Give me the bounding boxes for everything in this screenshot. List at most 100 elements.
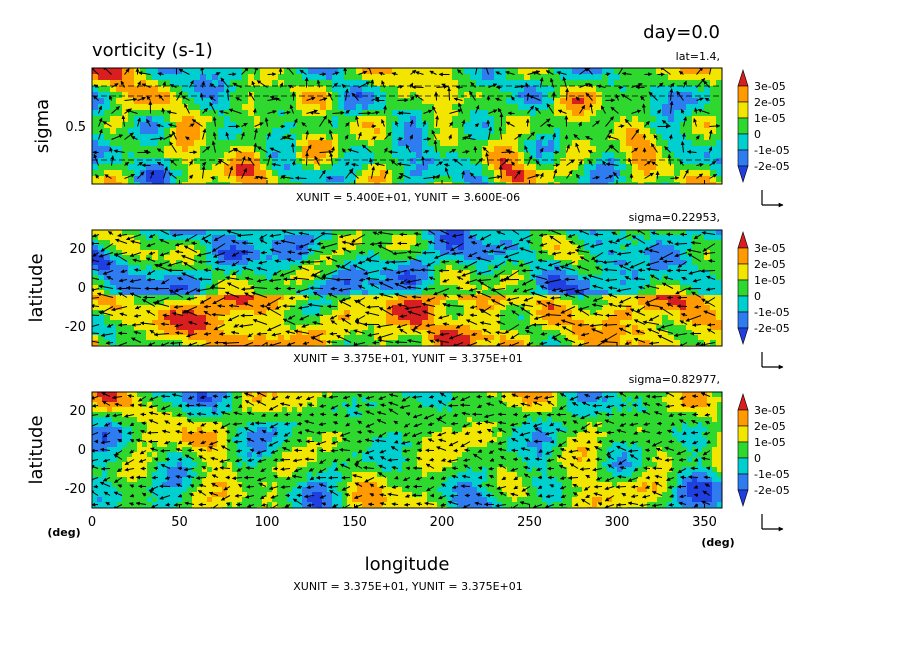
vorticity-cell: [152, 170, 159, 177]
vorticity-cell: [272, 300, 279, 306]
vorticity-cell: [206, 122, 213, 129]
vorticity-cell: [578, 290, 585, 296]
vorticity-cell: [230, 300, 237, 306]
vorticity-cell: [632, 265, 639, 271]
vorticity-cell: [494, 122, 501, 129]
vorticity-cell: [242, 176, 249, 183]
vorticity-cell: [212, 158, 219, 165]
vorticity-cell: [650, 335, 657, 341]
vorticity-cell: [542, 140, 549, 147]
wind-vector: [102, 121, 112, 127]
vorticity-cell: [188, 290, 195, 296]
vorticity-cell: [206, 260, 213, 266]
vorticity-cell: [302, 230, 309, 236]
vorticity-cell: [278, 176, 285, 183]
vorticity-cell: [248, 110, 255, 117]
vorticity-cell: [638, 270, 645, 276]
vorticity-cell: [716, 104, 722, 111]
vorticity-cell: [236, 182, 243, 184]
vorticity-cell: [572, 86, 579, 93]
vorticity-cell: [338, 310, 345, 316]
vorticity-cell: [494, 68, 501, 75]
vorticity-cell: [374, 300, 381, 306]
vorticity-cell: [182, 285, 189, 291]
vorticity-cell: [176, 295, 183, 301]
vorticity-cell: [206, 86, 213, 93]
vorticity-cell: [596, 255, 603, 261]
vorticity-cell: [110, 158, 117, 165]
vorticity-cell: [710, 80, 717, 87]
vorticity-cell: [182, 116, 189, 123]
vorticity-cell: [692, 285, 699, 291]
vorticity-cell: [158, 295, 165, 301]
vorticity-cell: [434, 230, 441, 236]
vorticity-cell: [218, 74, 225, 81]
vorticity-cell: [110, 240, 117, 246]
vorticity-cell: [260, 182, 267, 184]
vorticity-cell: [440, 325, 447, 331]
vorticity-cell: [548, 134, 555, 141]
vorticity-cell: [368, 265, 375, 271]
vorticity-cell: [530, 270, 537, 276]
vorticity-cell: [200, 158, 207, 165]
vorticity-cell: [284, 250, 291, 256]
vorticity-cell: [104, 280, 111, 286]
vorticity-cell: [506, 152, 513, 159]
wind-vector: [341, 148, 347, 153]
vorticity-cell: [644, 164, 651, 171]
vorticity-cell: [236, 285, 243, 291]
vorticity-cell: [104, 335, 111, 341]
vorticity-cell: [434, 158, 441, 165]
vorticity-cell: [242, 92, 249, 99]
vorticity-cell: [278, 335, 285, 341]
wind-vector: [104, 174, 112, 179]
vorticity-cell: [338, 68, 345, 75]
vorticity-cell: [104, 140, 111, 147]
vorticity-cell: [536, 245, 543, 251]
vorticity-cell: [440, 74, 447, 81]
vorticity-cell: [710, 280, 717, 286]
vorticity-cell: [464, 245, 471, 251]
vorticity-cell: [182, 300, 189, 306]
vorticity-cell: [404, 170, 411, 177]
vorticity-cell: [464, 250, 471, 256]
vorticity-cell: [524, 235, 531, 241]
vorticity-cell: [284, 68, 291, 75]
vorticity-cell: [470, 128, 477, 135]
vorticity-cell: [320, 80, 327, 87]
wind-vector: [228, 165, 234, 179]
vorticity-cell: [410, 182, 417, 184]
vorticity-cell: [656, 260, 663, 266]
vorticity-cell: [482, 104, 489, 111]
vorticity-cell: [602, 116, 609, 123]
vorticity-cell: [680, 164, 687, 171]
vorticity-cell: [686, 265, 693, 271]
vorticity-cell: [680, 176, 687, 183]
wind-vector: [301, 122, 307, 127]
vorticity-cell: [176, 122, 183, 129]
vorticity-cell: [236, 104, 243, 111]
vorticity-cell: [560, 152, 567, 159]
vorticity-cell: [188, 305, 195, 311]
vorticity-cell: [464, 116, 471, 123]
vorticity-cell: [650, 86, 657, 93]
vorticity-cell: [314, 104, 321, 111]
vorticity-cell: [650, 152, 657, 159]
vorticity-cell: [182, 250, 189, 256]
vorticity-cell: [104, 182, 111, 184]
wind-vector: [585, 92, 593, 101]
vorticity-cell: [212, 275, 219, 281]
vorticity-cell: [656, 134, 663, 141]
vorticity-cell: [242, 164, 249, 171]
vorticity-cell: [392, 92, 399, 99]
vorticity-cell: [614, 335, 621, 341]
vorticity-cell: [410, 152, 417, 159]
vorticity-cell: [194, 305, 201, 311]
vorticity-cell: [530, 116, 537, 123]
vorticity-cell: [254, 104, 261, 111]
vorticity-cell: [254, 340, 261, 346]
vorticity-cell: [416, 86, 423, 93]
vorticity-cell: [566, 280, 573, 286]
vorticity-cell: [392, 330, 399, 336]
vorticity-cell: [218, 164, 225, 171]
